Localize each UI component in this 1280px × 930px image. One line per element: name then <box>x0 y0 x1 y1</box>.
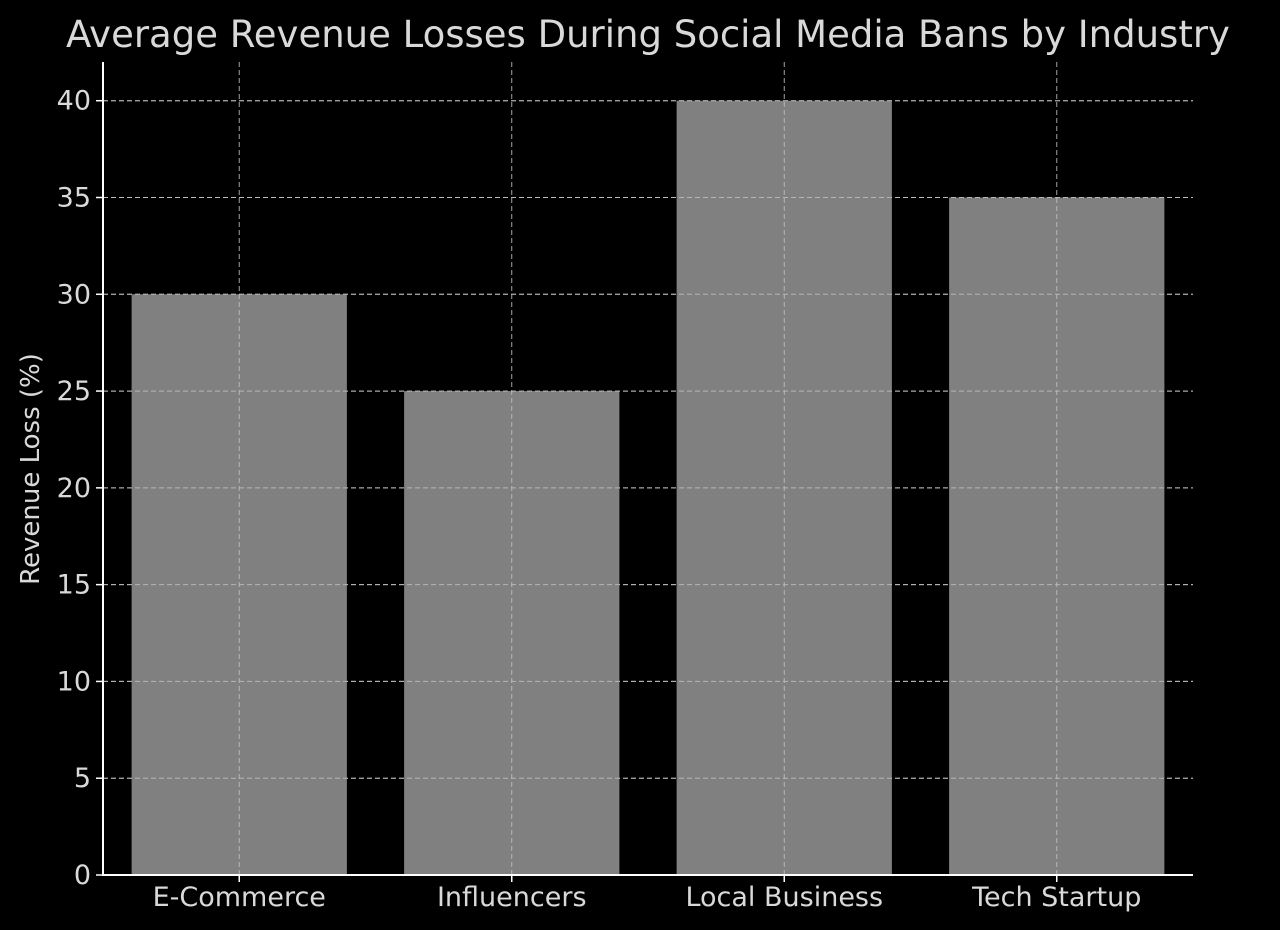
y-tick-label: 35 <box>57 183 91 214</box>
x-tick-label: Influencers <box>437 882 587 913</box>
x-tick-label: Tech Startup <box>971 882 1141 913</box>
x-grid-layer <box>103 62 1193 875</box>
ticks-layer: 0 5 10 15 20 25 30 35 40 E-Commerce Influencers Loc… <box>57 86 1142 913</box>
y-tick-label: 0 <box>74 860 91 891</box>
y-axis-label: Revenue Loss (%) <box>16 353 46 585</box>
chart-title: Average Revenue Losses During Social Med… <box>66 13 1230 56</box>
y-tick-label: 10 <box>57 666 91 697</box>
y-tick-label: 20 <box>57 473 91 504</box>
y-tick-label: 15 <box>57 570 91 601</box>
y-tick-label: 25 <box>57 376 91 407</box>
x-tick-label: E-Commerce <box>153 882 326 913</box>
y-tick-label: 40 <box>57 86 91 117</box>
x-tick-label: Local Business <box>685 882 883 913</box>
y-tick-label: 5 <box>74 763 91 794</box>
y-tick-label: 30 <box>57 279 91 310</box>
